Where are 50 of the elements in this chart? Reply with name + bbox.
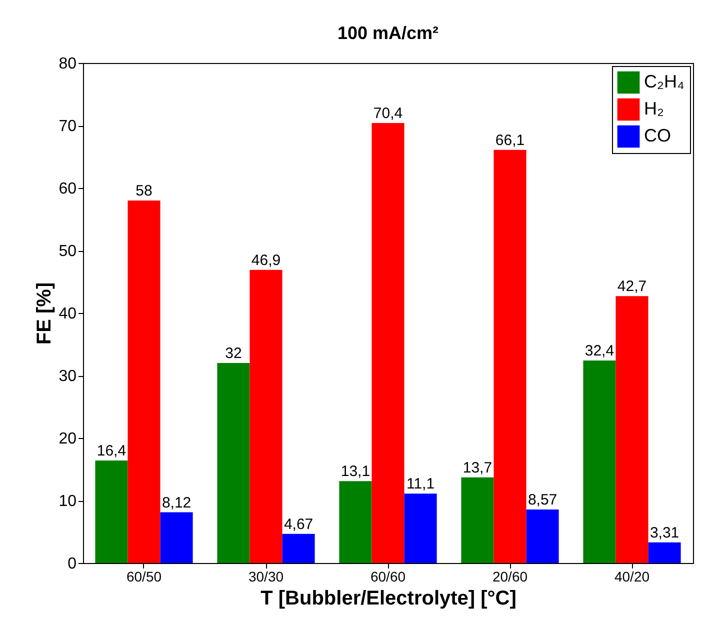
x-tick-label: 30/30 [248, 568, 284, 584]
data-label: 66,1 [495, 132, 525, 149]
bar [526, 509, 559, 563]
legend-label: CO [644, 126, 671, 146]
y-tick-label: 50 [58, 243, 77, 260]
y-tick-label: 60 [58, 180, 77, 198]
bar [583, 360, 616, 563]
data-label: 8,12 [162, 494, 192, 512]
chart-title: 100 mA/cm² [337, 23, 439, 43]
data-label: 3,31 [650, 524, 680, 542]
data-label: 8,57 [528, 491, 558, 508]
bar [217, 363, 250, 563]
bar [372, 123, 404, 563]
data-label: 46,9 [251, 252, 281, 269]
bar [250, 270, 282, 563]
bar [461, 477, 494, 563]
data-label: 58 [136, 182, 152, 200]
data-label: 11,1 [406, 476, 435, 493]
bar [616, 296, 648, 563]
data-label: 32,4 [584, 342, 614, 360]
bar [494, 150, 526, 563]
y-axis-title: FE [%] [34, 282, 56, 345]
x-tick-label: 60/50 [126, 568, 162, 584]
y-tick-label: 70 [58, 118, 77, 135]
bar [128, 200, 160, 563]
data-label: 42,7 [617, 278, 647, 296]
y-tick-label: 20 [58, 430, 77, 448]
y-tick-label: 30 [58, 368, 77, 385]
data-label: 13,7 [462, 459, 492, 476]
data-label: 70,4 [373, 105, 403, 122]
data-label: 4,67 [284, 516, 314, 533]
y-tick-label: 0 [68, 556, 77, 572]
legend-label: H₂ [644, 98, 664, 118]
x-tick-label: 60/60 [370, 568, 406, 584]
x-tick-label: 40/20 [614, 568, 650, 584]
bar [404, 494, 437, 563]
bar [282, 534, 315, 563]
legend-label: C₂H₄ [644, 72, 684, 92]
x-axis-title: T [Bubbler/Electrolyte] [°C] [260, 588, 516, 610]
bar [648, 542, 681, 563]
data-label: 16,4 [96, 442, 126, 460]
bar [160, 512, 193, 563]
bar [339, 481, 372, 563]
y-tick-label: 40 [58, 306, 77, 322]
y-tick-label: 80 [58, 56, 77, 72]
data-label: 32 [225, 345, 242, 362]
bar [95, 460, 128, 563]
y-tick-label: 10 [58, 493, 77, 510]
x-tick-label: 20/60 [492, 568, 528, 584]
data-label: 13,1 [340, 463, 370, 480]
